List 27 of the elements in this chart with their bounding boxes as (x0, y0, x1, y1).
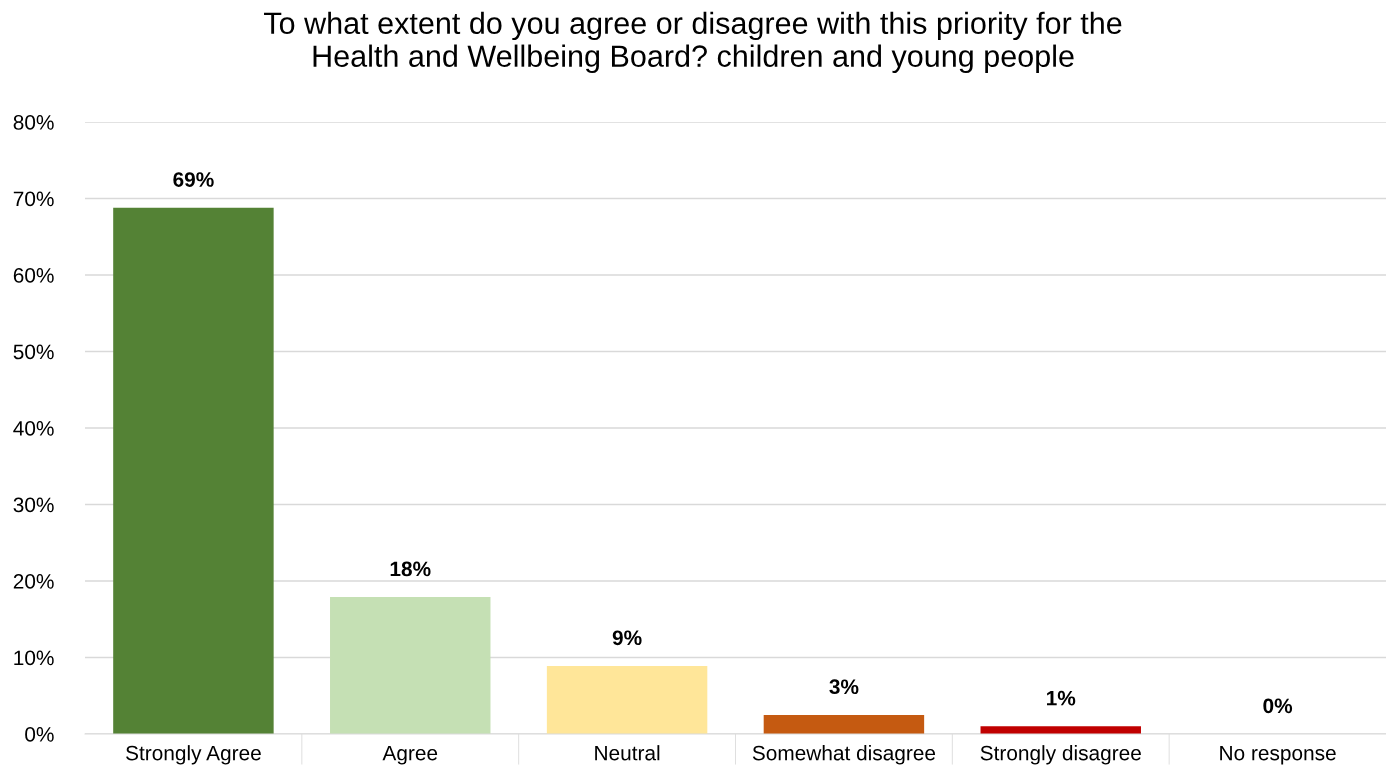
x-tick-label: Strongly disagree (980, 745, 1141, 765)
data-label: 69% (173, 172, 214, 187)
bar (330, 597, 491, 734)
y-tick-label: 30% (13, 497, 54, 513)
data-label: 9% (612, 630, 642, 646)
y-tick-label: 0% (25, 727, 54, 742)
x-tick-label: Neutral (595, 745, 660, 761)
y-tick-label: 20% (13, 574, 54, 589)
chart-title: To what extent do you agree or disagree with this priority for the Health and Wellbeing Board? children and young people (264, 11, 1122, 74)
x-tick-label: Strongly Agree (126, 745, 261, 765)
y-tick-label: 50% (13, 344, 54, 360)
data-label: 0% (1263, 698, 1293, 714)
y-tick-label: 60% (13, 268, 54, 283)
bar (113, 207, 274, 734)
y-tick-label: 70% (13, 191, 54, 207)
data-label: 3% (829, 679, 859, 695)
x-tick-label: No response (1220, 745, 1336, 765)
x-tick-label: Agree (382, 745, 438, 765)
bar (546, 665, 708, 734)
bar (763, 714, 925, 734)
data-label: 1% (1047, 690, 1076, 706)
y-tick-label: 80% (13, 115, 54, 130)
bar (980, 726, 1141, 734)
y-tick-label: 40% (13, 421, 54, 436)
y-tick-label: 10% (14, 650, 54, 666)
data-label: 18% (390, 561, 431, 577)
x-tick-label: Somewhat disagree (752, 745, 936, 765)
